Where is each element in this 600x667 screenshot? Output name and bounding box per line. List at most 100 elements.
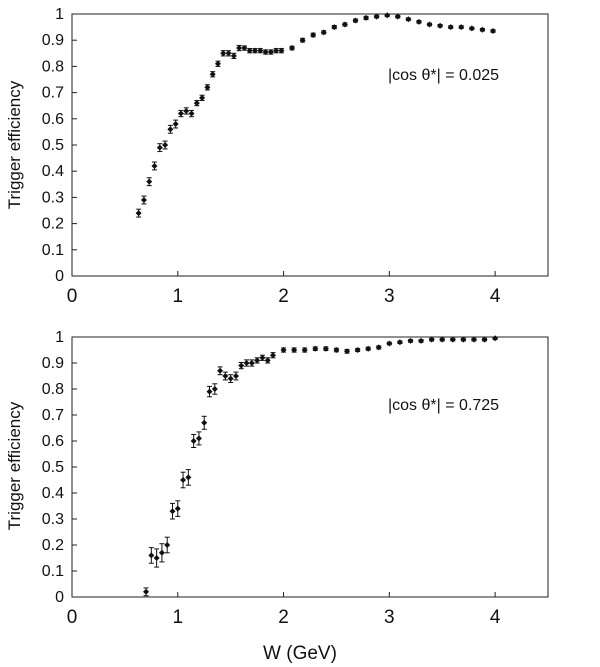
x-tick-label: 1 <box>172 607 183 628</box>
data-marker <box>135 210 142 217</box>
data-marker <box>426 21 433 28</box>
data-point <box>230 52 237 60</box>
y-tick-label: 0.7 <box>42 407 64 424</box>
data-marker <box>217 367 224 374</box>
x-tick-label: 2 <box>278 607 289 628</box>
data-marker <box>269 352 276 359</box>
data-marker <box>384 12 391 19</box>
y-axis-label: Trigger efficiency <box>5 401 24 530</box>
data-point <box>468 25 475 32</box>
data-point <box>148 547 155 564</box>
data-marker <box>299 37 306 44</box>
data-point <box>426 21 433 28</box>
data-marker <box>257 47 264 54</box>
data-point <box>396 339 403 346</box>
data-point <box>222 371 229 381</box>
data-marker <box>140 197 147 204</box>
data-marker <box>254 357 261 364</box>
y-tick-label: 0.2 <box>42 537 64 554</box>
data-point <box>481 336 488 343</box>
data-marker <box>470 336 477 343</box>
data-point <box>291 347 298 353</box>
data-point <box>375 344 382 351</box>
data-marker <box>468 25 475 32</box>
series-efficiency <box>143 335 499 597</box>
data-point <box>227 374 234 383</box>
data-point <box>204 84 211 91</box>
data-marker <box>236 45 243 52</box>
data-marker <box>331 24 338 31</box>
data-marker <box>238 362 245 369</box>
data-marker <box>264 357 271 364</box>
data-point <box>177 109 184 118</box>
data-point <box>479 26 486 33</box>
data-point <box>352 17 359 24</box>
data-point <box>333 347 340 353</box>
data-marker <box>439 336 446 343</box>
data-point <box>437 22 444 29</box>
x-tick-label: 2 <box>278 286 289 307</box>
data-marker <box>375 344 382 351</box>
data-point <box>217 366 224 376</box>
data-marker <box>310 31 317 38</box>
data-point <box>449 336 456 343</box>
annotation-label: |cos θ*| = 0.025 <box>388 67 499 84</box>
data-marker <box>363 14 370 21</box>
data-marker <box>201 419 208 426</box>
data-marker <box>312 345 319 352</box>
data-point <box>489 28 496 35</box>
data-point <box>354 347 361 353</box>
y-tick-label: 0.3 <box>42 511 64 528</box>
data-marker <box>227 375 234 382</box>
data-point <box>262 48 269 55</box>
data-marker <box>278 47 285 54</box>
data-point <box>264 357 271 364</box>
y-tick-label: 0.7 <box>42 85 64 102</box>
data-marker <box>195 435 202 442</box>
data-marker <box>301 347 308 353</box>
data-point <box>201 415 208 430</box>
data-point <box>373 13 380 20</box>
data-marker <box>169 508 176 515</box>
y-tick-label: 0.4 <box>42 163 64 180</box>
data-point <box>251 47 258 54</box>
data-point <box>267 48 274 55</box>
data-point <box>146 177 153 187</box>
data-point <box>363 14 370 21</box>
data-point <box>289 45 296 52</box>
data-point <box>394 13 401 20</box>
data-marker <box>481 336 488 343</box>
data-marker <box>365 345 372 352</box>
data-point <box>243 359 250 367</box>
y-tick-label: 0.9 <box>42 32 64 49</box>
data-point <box>206 385 213 398</box>
x-tick-label: 1 <box>172 286 183 307</box>
data-marker <box>262 48 269 55</box>
data-point <box>310 31 317 38</box>
data-marker <box>246 47 253 54</box>
data-marker <box>322 345 329 352</box>
data-point <box>470 336 477 343</box>
y-tick-label: 1 <box>55 6 64 23</box>
data-marker <box>225 50 232 57</box>
data-marker <box>156 144 163 151</box>
data-point <box>322 345 329 352</box>
data-marker <box>415 18 422 25</box>
data-marker <box>251 47 258 54</box>
data-point <box>259 354 266 361</box>
data-marker <box>320 29 327 36</box>
x-tick-label: 0 <box>67 607 78 628</box>
data-point <box>246 47 253 54</box>
data-marker <box>230 52 237 59</box>
data-point <box>158 543 165 563</box>
data-point <box>257 47 264 54</box>
data-point <box>344 348 351 355</box>
data-marker <box>158 549 165 556</box>
data-point <box>331 24 338 31</box>
data-marker <box>352 17 359 24</box>
data-marker <box>407 337 414 344</box>
data-point <box>320 29 327 36</box>
data-point <box>447 24 454 31</box>
data-point <box>183 107 190 115</box>
